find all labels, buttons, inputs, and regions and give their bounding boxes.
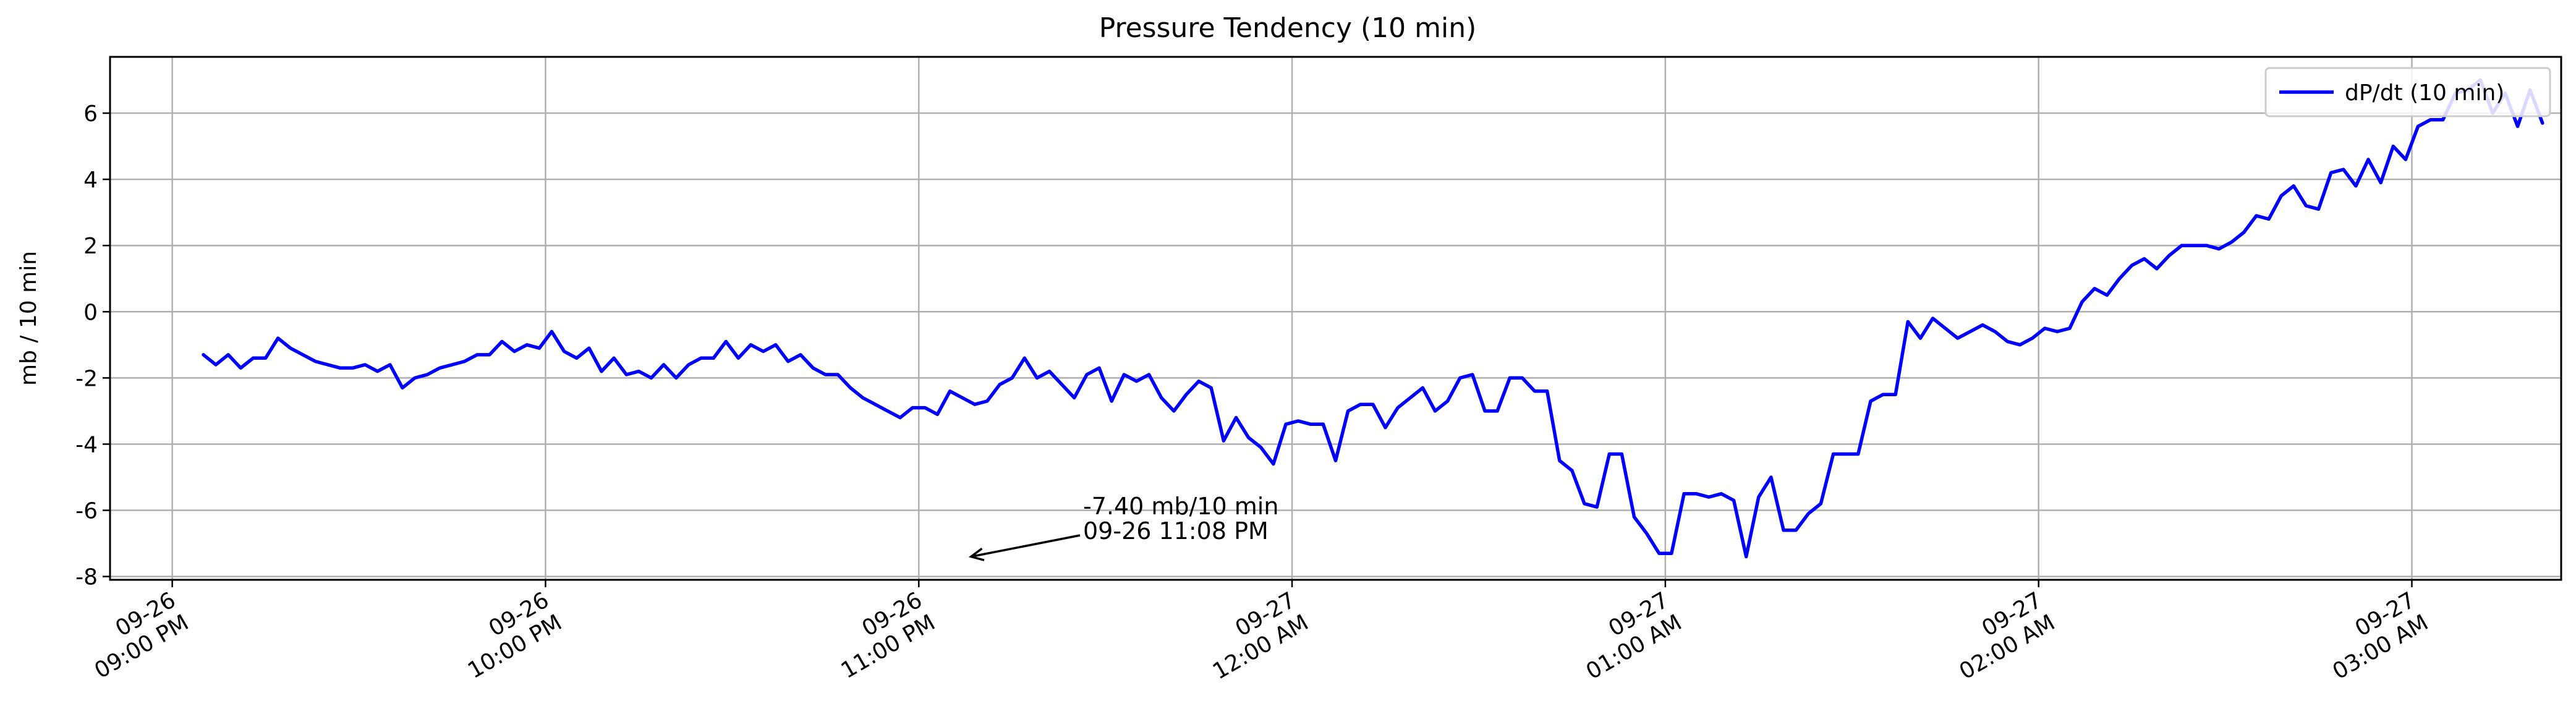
grid	[110, 57, 2561, 580]
plot-frame	[109, 56, 2562, 581]
series-line-dp-dt	[202, 78, 2544, 559]
y-tick-label: 0	[83, 300, 98, 325]
legend: dP/dt (10 min)	[2264, 67, 2551, 117]
min-annotation: -7.40 mb/10 min 09-26 11:08 PM	[968, 493, 1278, 561]
y-axis-ticks: -8 -6 -4 -2 0 2 4 6	[75, 101, 110, 590]
y-tick-label: -8	[75, 565, 98, 590]
legend-series-label: dP/dt (10 min)	[2345, 80, 2504, 106]
y-tick-label: -4	[75, 432, 98, 457]
annotation-time-text: 09-26 11:08 PM	[1083, 517, 1269, 545]
annotation-arrowhead	[968, 547, 985, 561]
chart-title: Pressure Tendency (10 min)	[1099, 12, 1477, 44]
y-tick-label: 6	[83, 101, 98, 127]
y-tick-label: -2	[75, 366, 98, 391]
y-tick-label: -6	[75, 499, 98, 524]
annotation-value-text: -7.40 mb/10 min	[1083, 493, 1278, 520]
y-axis-label: mb / 10 min	[16, 251, 41, 386]
legend-box	[2264, 67, 2551, 117]
y-tick-label: 4	[83, 168, 98, 193]
y-tick-label: 2	[83, 234, 98, 259]
annotation-arrow	[971, 534, 1081, 558]
